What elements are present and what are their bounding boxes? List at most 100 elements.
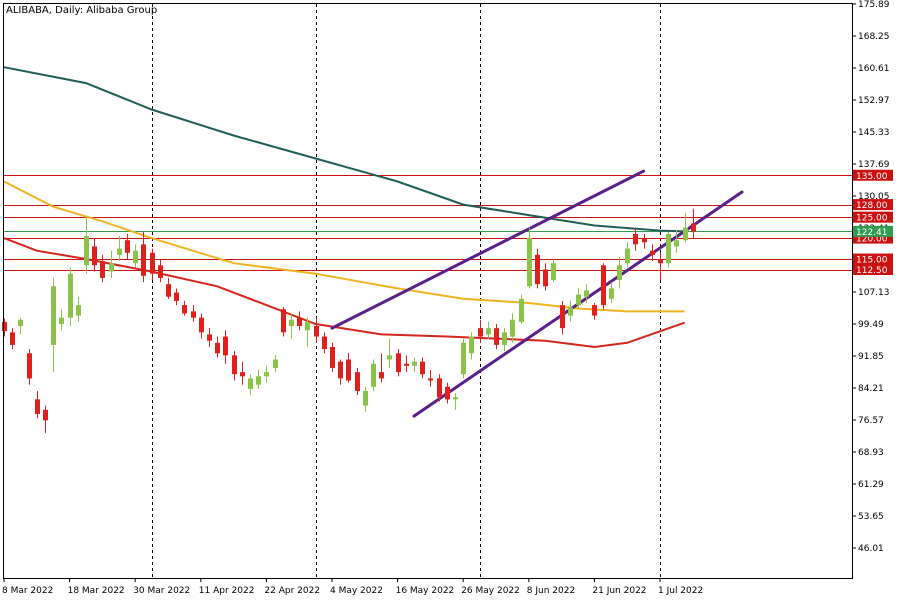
candle-body: [674, 240, 679, 247]
candle-83: [683, 212, 688, 243]
candle-body: [84, 236, 89, 266]
level-label-5: 112.50: [856, 266, 888, 276]
candle-body: [543, 269, 548, 287]
candle-body: [683, 227, 688, 241]
x-tick-label-10: 1 Jul 2022: [658, 586, 703, 596]
level-label-bg-5: [853, 264, 893, 276]
candle-10: [84, 217, 89, 274]
candle-75: [617, 256, 622, 289]
candle-84: [691, 208, 696, 239]
level-label-2: 125.00: [856, 214, 888, 224]
candle-38: [314, 317, 319, 343]
candle-body: [461, 342, 466, 375]
candle-body: [215, 342, 220, 354]
level-label-1: 128.00: [856, 201, 888, 211]
candle-body: [109, 263, 114, 272]
candle-body: [469, 336, 474, 354]
y-tick-label-17: 46.01: [858, 544, 884, 554]
candle-41: [338, 359, 343, 385]
candle-66: [543, 263, 548, 291]
candle-30: [248, 374, 253, 396]
candle-body: [297, 317, 302, 327]
candle-51: [420, 357, 425, 379]
candle-64: [527, 227, 532, 289]
candle-54: [445, 382, 450, 404]
candle-78: [642, 233, 647, 249]
candle-17: [141, 231, 146, 283]
candle-68: [560, 300, 565, 335]
candle-73: [601, 263, 606, 310]
candle-50: [412, 357, 417, 373]
candle-53: [437, 374, 442, 402]
level-label-bg-4: [853, 253, 893, 265]
y-tick-label-14: 68.93: [858, 448, 884, 458]
y-tick-label-15: 61.29: [858, 480, 884, 490]
candle-body: [445, 386, 450, 400]
candle-74: [609, 282, 614, 304]
candle-body: [625, 248, 630, 264]
candle-body: [207, 334, 212, 341]
candle-42: [346, 353, 351, 383]
y-tick-label-2: 160.61: [858, 64, 890, 74]
candle-82: [674, 229, 679, 253]
x-tick-label-2: 30 Mar 2022: [133, 586, 190, 596]
candle-1: [10, 328, 15, 350]
candle-body: [560, 305, 565, 329]
candle-81: [666, 231, 671, 268]
candle-69: [568, 300, 573, 322]
candle-body: [43, 409, 48, 421]
candle-body: [100, 261, 105, 278]
candle-body: [289, 319, 294, 327]
candle-body: [166, 284, 171, 297]
candle-body: [551, 263, 556, 280]
candle-body: [404, 363, 409, 366]
level-label-bg-0: [853, 169, 893, 181]
candle-body: [355, 372, 360, 391]
candle-48: [396, 349, 401, 377]
candle-59: [486, 321, 491, 339]
candle-body: [527, 238, 532, 287]
y-tick-label-11: 91.85: [858, 352, 884, 362]
candle-62: [510, 313, 515, 343]
level-label-bg-2: [853, 211, 893, 223]
candle-72: [592, 303, 597, 320]
candle-body: [125, 240, 130, 253]
candle-body: [609, 288, 614, 299]
x-tick-label-6: 16 May 2022: [396, 586, 455, 596]
candle-21: [174, 288, 179, 306]
candle-body: [412, 361, 417, 366]
x-tick-label-7: 26 May 2022: [461, 586, 520, 596]
candle-70: [576, 288, 581, 310]
level-label-bg-1: [853, 199, 893, 211]
candle-47: [387, 338, 392, 368]
candle-9: [76, 296, 81, 322]
candle-33: [273, 355, 278, 373]
candle-body: [68, 273, 73, 318]
candle-34: [281, 307, 286, 337]
candle-body: [150, 252, 155, 274]
candle-body: [273, 359, 278, 368]
candle-body: [363, 390, 368, 406]
candle-body: [35, 399, 40, 415]
x-tick-label-3: 11 Apr 2022: [199, 586, 255, 596]
candle-body: [117, 248, 122, 255]
candle-body: [256, 376, 261, 385]
candle-32: [264, 365, 269, 383]
candle-body: [281, 309, 286, 333]
candle-body: [535, 254, 540, 285]
candle-14: [117, 236, 122, 262]
candle-40: [330, 342, 335, 373]
x-tick-label-5: 4 May 2022: [330, 586, 383, 596]
candle-body: [650, 250, 655, 255]
level-label-4: 115.00: [856, 256, 888, 266]
candle-body: [494, 328, 499, 345]
candle-56: [461, 338, 466, 379]
candle-body: [617, 265, 622, 280]
level-label-0: 135.00: [856, 172, 888, 182]
candle-49: [404, 355, 409, 373]
candle-16: [133, 244, 138, 268]
candle-13: [109, 250, 114, 278]
candle-body: [305, 321, 310, 331]
candles: [2, 208, 696, 433]
